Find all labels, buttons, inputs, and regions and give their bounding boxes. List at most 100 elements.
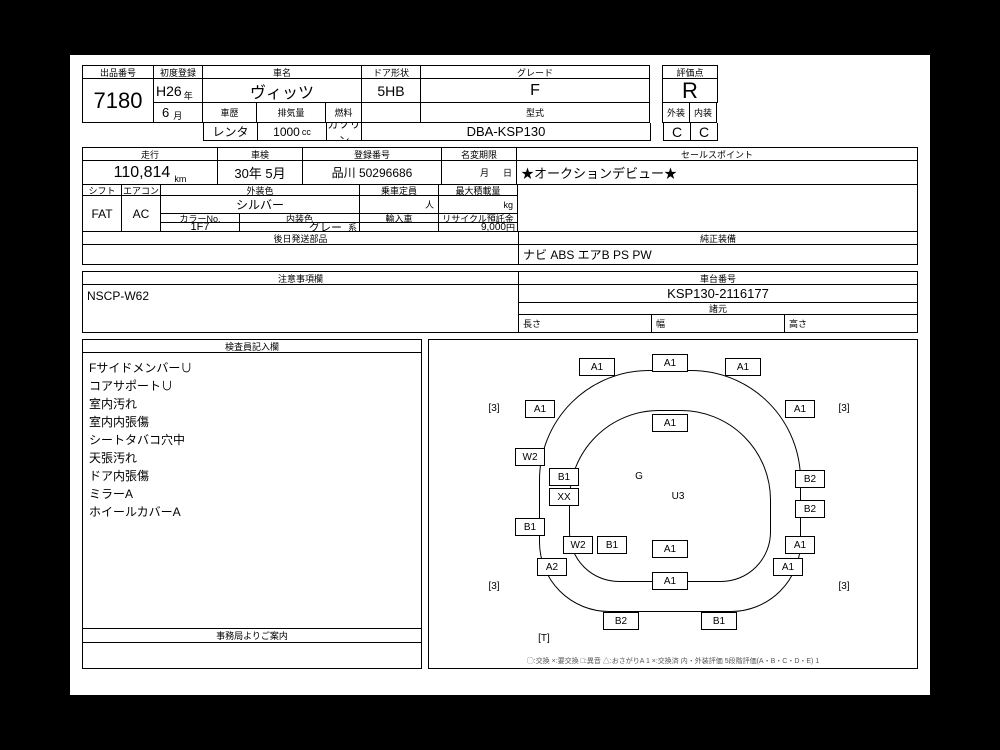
header-row-1b: レンタ 1000 cc ガソリン DBA-KSP130 C C (82, 123, 918, 141)
d-top-2: A1 (725, 358, 761, 376)
history-val: レンタ (203, 123, 258, 141)
shift-val: FAT (82, 196, 122, 232)
ext-score: C (663, 123, 691, 141)
tire-rr: [3] (827, 578, 861, 594)
loadmax-unit: kg (438, 196, 518, 214)
inspector-line: Fサイドメンバー∪ (89, 359, 192, 377)
d-r-0: A1 (785, 400, 815, 418)
disp-label: 排気量 (256, 103, 326, 123)
header-row-1: 出品番号 7180 初度登録 H26 年 6 月 車名 ヴィッツ 車歴 排気量 … (82, 65, 918, 123)
inspector-label: 検査員記入欄 (82, 339, 422, 353)
import-label: 輸入車 (359, 214, 439, 223)
recycle-label: リサイクル預託金 (438, 214, 518, 223)
inspector-line: ミラーA (89, 485, 192, 503)
int-score: C (690, 123, 718, 141)
disp-unit: cc (302, 127, 311, 137)
equip-val: ナビ ABS エアB PS PW (518, 245, 918, 265)
odo-cell: 110,814 km (82, 161, 218, 185)
model-val: DBA-KSP130 (361, 123, 651, 141)
d-c-0: A1 (652, 414, 688, 432)
seats-unit: 人 (359, 196, 439, 214)
int-label: 内装 (689, 103, 717, 123)
d-l-1: W2 (515, 448, 545, 466)
d-l-4: B1 (515, 518, 545, 536)
expiry-label: 名変期限 (441, 147, 517, 161)
office-label: 事務局よりご案内 (82, 629, 422, 643)
sales-val: ★オークションデビュー★ (516, 161, 918, 185)
odo-unit: km (174, 174, 186, 184)
shaken-val: 30年 5月 (217, 161, 303, 185)
equip-label: 純正装備 (518, 231, 918, 245)
inspector-lines: Fサイドメンバー∪コアサポート∪室内汚れ室内内張傷シートタバコ穴中天張汚れドア内… (83, 353, 198, 527)
grade-val: F (420, 79, 650, 103)
d-c-4: A1 (652, 572, 688, 590)
inspector-line: 室内汚れ (89, 395, 192, 413)
inspector-line: コアサポート∪ (89, 377, 192, 395)
car-diagram-box: A1 A1 A1 [3] [3] [3] [3] A1 W2 B1 XX B1 … (428, 339, 918, 669)
chassis-val: KSP130-2116177 (518, 285, 918, 303)
row-5: 注意事項欄 NSCP-W62 車台番号 KSP130-2116177 諸元 長さ… (82, 271, 918, 333)
lower-half: 検査員記入欄 Fサイドメンバー∪コアサポート∪室内汚れ室内内張傷シートタバコ穴中… (82, 339, 918, 669)
d-r-3: A1 (785, 536, 815, 554)
dims-label: 諸元 (518, 303, 918, 315)
month-val: 6 (162, 105, 169, 120)
tail: [T] (529, 630, 559, 646)
sales-label: セールスポイント (516, 147, 918, 161)
grade-label: グレード (420, 65, 650, 79)
row-2: 走行 110,814 km 車検 30年 5月 登録番号 品川 50296686… (82, 147, 918, 185)
intcolor-label: 内装色 (239, 214, 360, 223)
d-l-2: B1 (549, 468, 579, 486)
d-bl-0: W2 (563, 536, 593, 554)
d-b-1: B1 (701, 612, 737, 630)
regno-val: 品川 50296686 (302, 161, 442, 185)
car-name: ヴィッツ (202, 79, 362, 103)
score-label: 評価点 (662, 65, 718, 79)
disp-cell: 1000 cc (257, 123, 327, 141)
row-4: 後日発送部品 純正装備 ナビ ABS エアB PS PW (82, 231, 918, 265)
first-reg-label: 初度登録 (153, 65, 203, 79)
car-diagram: A1 A1 A1 [3] [3] [3] [3] A1 W2 B1 XX B1 … (429, 340, 917, 668)
d-bl-1: B1 (597, 536, 627, 554)
d-r-4: A1 (773, 558, 803, 576)
inspector-line: 天張汚れ (89, 449, 192, 467)
tire-fr: [3] (827, 400, 861, 416)
door-val: 5HB (361, 79, 421, 103)
chassis-label: 車台番号 (518, 271, 918, 285)
model-label: 型式 (420, 103, 650, 123)
reg-month: 6 月 (153, 103, 203, 123)
notes-val: NSCP-W62 (82, 285, 519, 333)
d-l-5: A2 (537, 558, 567, 576)
d-c-2: U3 (661, 488, 695, 504)
era-suffix: 年 (184, 89, 193, 102)
d-l-3: XX (549, 488, 579, 506)
odo-val: 110,814 (114, 164, 171, 182)
hgt-label: 高さ (784, 315, 918, 333)
loadmax-label: 最大積載量 (438, 184, 518, 196)
shaken-label: 車検 (217, 147, 303, 161)
inspector-line: 室内内張傷 (89, 413, 192, 431)
ac-val: AC (121, 196, 161, 232)
d-b-0: B2 (603, 612, 639, 630)
row-3: シフト FAT エアコン AC 外装色 シルバー カラーNo. 1F7 内装色 … (82, 184, 918, 232)
colorno-label: カラーNo. (160, 214, 240, 223)
inspector-line: ドア内張傷 (89, 467, 192, 485)
wid-label: 幅 (651, 315, 785, 333)
seats-label: 乗車定員 (359, 184, 439, 196)
len-label: 長さ (518, 315, 652, 333)
month-suffix: 月 (173, 109, 182, 122)
tire-rl: [3] (477, 578, 511, 594)
d-l-0: A1 (525, 400, 555, 418)
d-top-1: A1 (652, 354, 688, 372)
ac-label: エアコン (121, 184, 161, 196)
odo-label: 走行 (82, 147, 218, 161)
extcolor-label: 外装色 (160, 184, 360, 196)
expiry-d: 日 (503, 166, 512, 179)
lot-label: 出品番号 (82, 65, 154, 79)
fuel-label: 燃料 (325, 103, 362, 123)
shift-label: シフト (82, 184, 122, 196)
inspector-box: Fサイドメンバー∪コアサポート∪室内汚れ室内内張傷シートタバコ穴中天張汚れドア内… (82, 353, 422, 629)
extcolor-val: シルバー (160, 196, 360, 214)
notes-label: 注意事項欄 (82, 271, 519, 285)
d-r-2: B2 (795, 500, 825, 518)
score-val: R (662, 79, 718, 103)
